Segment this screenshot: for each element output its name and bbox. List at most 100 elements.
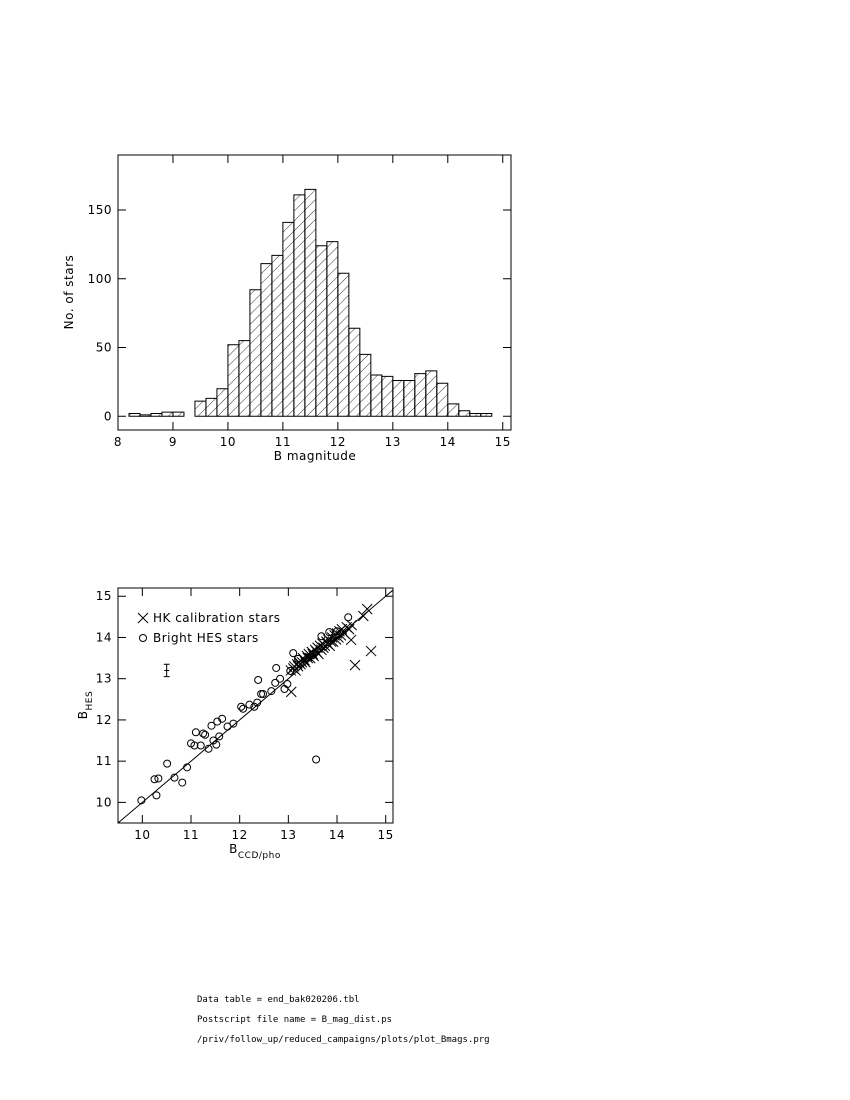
circle-point	[257, 689, 266, 698]
y-tick-label: 11	[96, 754, 112, 768]
circle-point	[239, 704, 248, 713]
bar	[216, 388, 229, 417]
circle-point	[317, 632, 326, 641]
bar	[326, 241, 339, 417]
bar	[304, 188, 317, 417]
axis-title-sub: CCD/pho	[238, 851, 281, 861]
circle-point	[201, 730, 210, 739]
x-tick-label: 11	[183, 828, 199, 842]
y-tick-label: 100	[88, 272, 112, 286]
bar	[150, 413, 163, 417]
y-tick-label: 12	[96, 713, 112, 727]
y-tick-label: 10	[96, 795, 112, 809]
bar	[392, 380, 405, 417]
circle-point	[152, 791, 161, 800]
bar	[403, 380, 416, 417]
cross-point	[302, 652, 314, 664]
x-tick-label: 11	[275, 435, 291, 449]
axis-title-sub: HES	[85, 691, 95, 711]
y-tick-label: 150	[88, 203, 112, 217]
circle-point	[253, 698, 262, 707]
circle-point	[207, 721, 216, 730]
circle-point	[237, 702, 246, 711]
bar	[271, 254, 284, 417]
circle-point	[276, 674, 285, 683]
circle-point	[218, 714, 227, 723]
footer-line: Data table = end_bak020206.tbl	[197, 995, 360, 1005]
cross-point	[327, 636, 339, 647]
y-tick-label: 15	[96, 589, 112, 603]
bar	[447, 403, 460, 417]
x-tick-label: 12	[330, 435, 346, 449]
circle-point	[286, 666, 295, 675]
axis-title-main: B	[76, 710, 90, 719]
cross-point	[361, 603, 373, 615]
y-tick-label: 13	[96, 672, 112, 686]
cross-point	[288, 660, 300, 672]
bar	[381, 375, 394, 417]
bar	[227, 344, 240, 417]
bar	[337, 272, 350, 417]
bar	[238, 340, 251, 417]
y-tick-label: 0	[104, 409, 112, 423]
circle-point	[229, 719, 238, 728]
cross-point	[346, 619, 357, 631]
x-tick-label: 13	[280, 828, 296, 842]
circle-point	[170, 773, 179, 782]
legend-marker	[137, 612, 149, 624]
circle-point	[271, 678, 280, 687]
axis-title: B magnitude	[274, 449, 356, 463]
bar	[370, 374, 383, 417]
circle-point	[254, 675, 263, 684]
circle-point	[250, 702, 259, 711]
circle-point	[137, 796, 146, 805]
circle-point	[294, 654, 303, 663]
circle-point	[190, 741, 199, 750]
bar	[260, 263, 273, 417]
bar	[205, 397, 218, 417]
circle-point	[267, 687, 276, 696]
cross-point	[349, 659, 361, 671]
bar	[348, 327, 361, 417]
cross-point	[365, 645, 377, 657]
x-tick-label: 15	[495, 435, 511, 449]
x-tick-label: 12	[232, 828, 248, 842]
x-tick-label: 13	[385, 435, 401, 449]
circle-point	[199, 729, 208, 738]
x-tick-label: 14	[329, 828, 345, 842]
circle-point	[209, 736, 218, 745]
axis-title-main: B	[229, 842, 238, 856]
bar	[172, 411, 185, 417]
x-tick-label: 15	[378, 828, 394, 842]
circle-point	[245, 700, 254, 709]
plot-frame	[117, 154, 512, 431]
circle-point	[183, 763, 192, 772]
bar	[128, 413, 141, 417]
y-tick-label: 50	[96, 341, 112, 355]
axis-title: No. of stars	[62, 255, 76, 330]
cross-point	[357, 610, 369, 622]
bar	[293, 194, 306, 417]
x-tick-label: 10	[134, 828, 150, 842]
plot-frame	[117, 587, 394, 824]
circle-point	[196, 741, 205, 750]
bar	[425, 370, 438, 417]
x-tick-label: 8	[114, 435, 122, 449]
cross-point	[345, 634, 357, 646]
circle-point	[154, 774, 163, 783]
circle-point	[178, 778, 187, 787]
axis-title: BHES	[76, 691, 95, 719]
x-tick-label: 14	[440, 435, 456, 449]
circle-point	[344, 613, 353, 622]
circle-point	[191, 728, 200, 737]
circle-point	[215, 732, 224, 741]
circle-point	[283, 680, 292, 689]
bar	[458, 410, 471, 417]
bar	[436, 382, 449, 417]
footer-line: /priv/follow_up/reduced_campaigns/plots/…	[197, 1035, 490, 1045]
bar	[161, 411, 174, 417]
circle-point	[204, 744, 213, 753]
circle-point	[259, 689, 268, 698]
bar	[359, 353, 372, 417]
